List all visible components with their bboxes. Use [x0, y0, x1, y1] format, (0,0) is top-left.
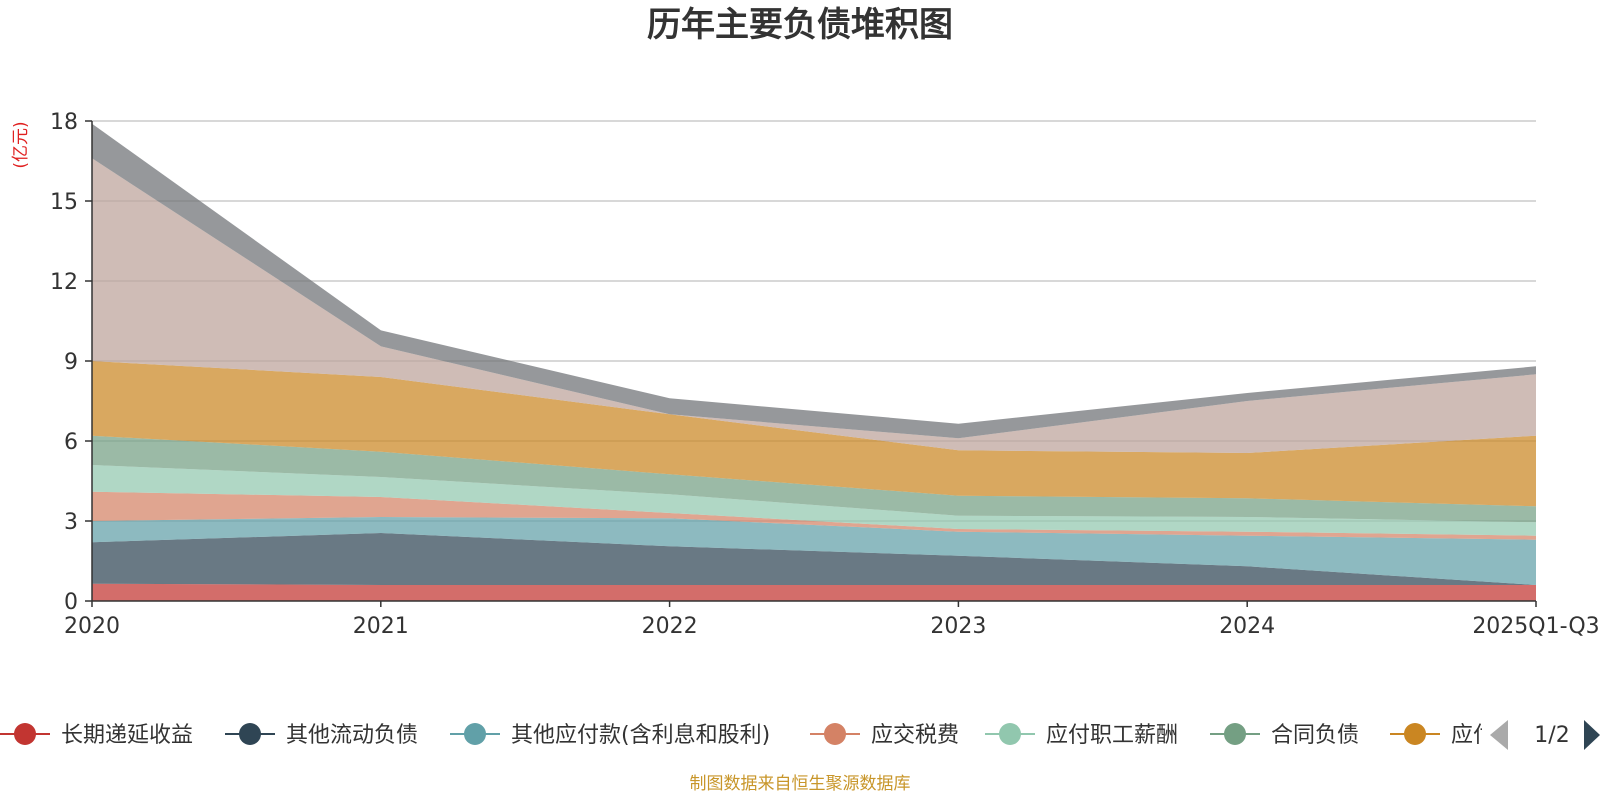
area-series-8[interactable]	[92, 158, 1536, 454]
y-tick-label: 12	[50, 270, 78, 295]
data-source-note: 制图数据来自恒生聚源数据库	[690, 774, 911, 794]
x-tick-label: 2020	[64, 614, 120, 639]
legend-items: 长期递延收益 其他流动负债 其他应付款(含利息和股利) 应交税费 应付职工薪酬 合同负债 应…	[0, 723, 1495, 748]
legend-next-page-icon[interactable]	[1584, 720, 1600, 750]
x-tick-label: 2024	[1219, 614, 1275, 639]
x-tick-label: 2023	[930, 614, 986, 639]
area-series-4[interactable]	[92, 491, 1536, 540]
legend-marker-icon	[824, 723, 846, 745]
x-tick-label: 2021	[353, 614, 409, 639]
area-series-6[interactable]	[92, 435, 1536, 523]
legend-label: 其他流动负债	[286, 723, 418, 748]
legend-item[interactable]: 其他应付款(含利息和股利)	[450, 723, 770, 748]
area-series-2[interactable]	[92, 533, 1536, 585]
y-tick-label: 9	[64, 350, 78, 375]
area-series	[92, 123, 1536, 601]
legend-label: 其他应付款(含利息和股利)	[511, 723, 770, 748]
legend-marker-icon	[464, 723, 486, 745]
legend-marker-icon	[239, 723, 261, 745]
legend-marker-icon	[1404, 723, 1426, 745]
area-series-1[interactable]	[92, 583, 1536, 601]
y-tick-label: 15	[50, 190, 78, 215]
legend-item[interactable]: 应付职工薪酬	[985, 723, 1178, 748]
legend-item[interactable]: 合同负债	[1210, 723, 1359, 748]
legend-marker-icon	[1224, 723, 1246, 745]
legend-page-indicator: 1/2	[1534, 723, 1569, 748]
area-series-5[interactable]	[92, 465, 1536, 536]
y-tick-label: 18	[50, 110, 78, 135]
area-series-9[interactable]	[92, 123, 1536, 439]
y-tick-label: 0	[64, 590, 78, 615]
axes: 0 3 6 9 12 15 18 2020 2021 2022 2023 2024 2025Q1-Q3	[50, 110, 1600, 639]
legend-label: 长期递延收益	[61, 723, 193, 748]
legend-prev-page-icon[interactable]	[1490, 720, 1508, 750]
chart-title: 历年主要负债堆积图	[647, 5, 953, 45]
legend-item[interactable]: 长期递延收益	[0, 723, 193, 748]
area-series-3[interactable]	[92, 517, 1536, 585]
legend-marker-icon	[999, 723, 1021, 745]
x-tick-label: 2022	[642, 614, 698, 639]
legend-label: 应付职工薪酬	[1046, 723, 1178, 748]
legend-label: 合同负债	[1271, 723, 1359, 748]
area-series-7[interactable]	[92, 361, 1536, 507]
legend: 长期递延收益 其他流动负债 其他应付款(含利息和股利) 应交税费 应付职工薪酬 合同负债 应…	[0, 720, 1600, 750]
legend-item[interactable]: 其他流动负债	[225, 723, 418, 748]
y-tick-label: 6	[64, 430, 78, 455]
legend-label: 应付	[1451, 723, 1495, 748]
y-tick-label: 3	[64, 510, 78, 535]
x-tick-label: 2025Q1-Q3	[1472, 614, 1599, 639]
legend-marker-icon	[14, 723, 36, 745]
legend-item[interactable]: 应付	[1390, 723, 1495, 748]
legend-label: 应交税费	[871, 723, 959, 748]
legend-item[interactable]: 应交税费	[810, 723, 959, 748]
y-axis-unit: (亿元)	[11, 121, 31, 168]
